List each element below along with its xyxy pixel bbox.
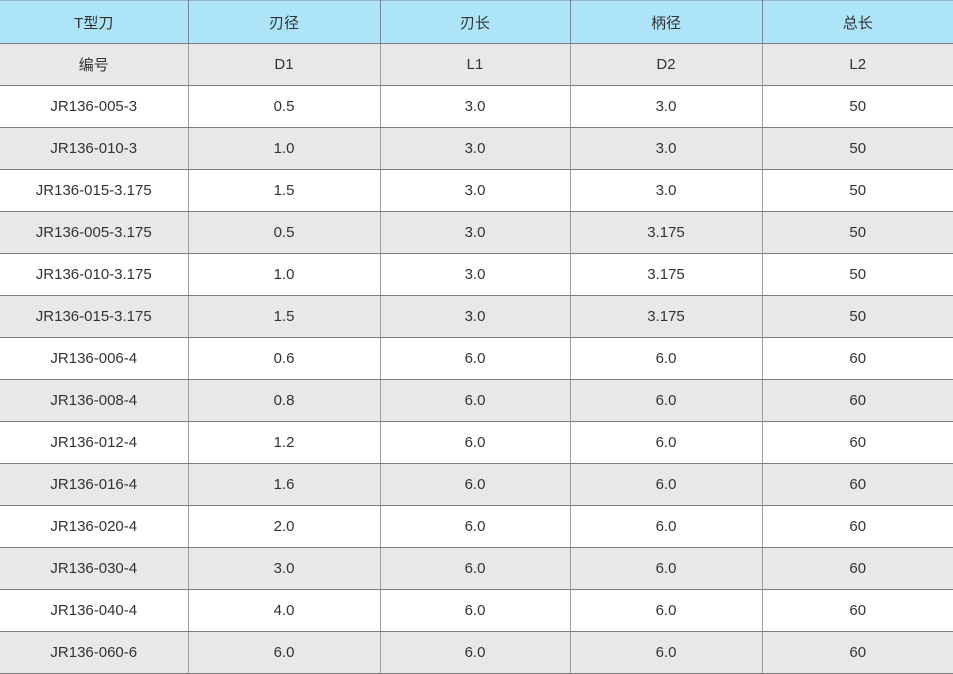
value-cell: 4.0 [188,589,381,632]
value-cell: 3.0 [380,127,571,170]
value-cell: 60 [762,589,953,632]
column-header-shank-diameter: 柄径 [570,0,763,44]
value-cell: 1.5 [188,295,381,338]
table-row: JR136-015-3.175 1.5 3.0 3.0 50 [0,169,953,212]
value-cell: 6.0 [570,337,763,380]
value-cell: 50 [762,253,953,296]
part-number-cell: JR136-012-4 [0,421,189,464]
value-cell: 50 [762,295,953,338]
value-cell: 3.0 [380,85,571,128]
value-cell: 6.0 [380,547,571,590]
table-row: JR136-020-4 2.0 6.0 6.0 60 [0,505,953,548]
part-number-cell: JR136-020-4 [0,505,189,548]
table-row: JR136-015-3.175 1.5 3.0 3.175 50 [0,295,953,338]
table-row: JR136-006-4 0.6 6.0 6.0 60 [0,337,953,380]
part-number-cell: JR136-006-4 [0,337,189,380]
part-number-cell: JR136-010-3.175 [0,253,189,296]
value-cell: 6.0 [188,631,381,674]
table-row: JR136-016-4 1.6 6.0 6.0 60 [0,463,953,506]
value-cell: 6.0 [380,505,571,548]
part-number-cell: JR136-005-3 [0,85,189,128]
value-cell: 3.0 [570,169,763,212]
value-cell: 6.0 [570,421,763,464]
value-cell: 1.0 [188,253,381,296]
value-cell: 6.0 [570,589,763,632]
value-cell: 3.0 [188,547,381,590]
value-cell: 6.0 [380,421,571,464]
part-number-cell: JR136-060-6 [0,631,189,674]
value-cell: 60 [762,631,953,674]
value-cell: 0.6 [188,337,381,380]
header-sub-row: 编号 D1 L1 D2 L2 [0,43,953,86]
table-row: JR136-005-3 0.5 3.0 3.0 50 [0,85,953,128]
value-cell: 3.0 [570,127,763,170]
value-cell: 1.0 [188,127,381,170]
value-cell: 1.5 [188,169,381,212]
value-cell: 60 [762,421,953,464]
value-cell: 6.0 [380,631,571,674]
value-cell: 3.0 [380,169,571,212]
column-subheader-l2: L2 [762,43,953,86]
value-cell: 3.0 [380,295,571,338]
value-cell: 0.5 [188,211,381,254]
value-cell: 1.2 [188,421,381,464]
table-row: JR136-040-4 4.0 6.0 6.0 60 [0,589,953,632]
value-cell: 50 [762,169,953,212]
table-row: JR136-012-4 1.2 6.0 6.0 60 [0,421,953,464]
table-body: JR136-005-3 0.5 3.0 3.0 50 JR136-010-3 1.0 3.0 3… [0,85,953,674]
value-cell: 50 [762,85,953,128]
table-row: JR136-010-3 1.0 3.0 3.0 50 [0,127,953,170]
column-header-tool-type: T型刀 [0,0,189,44]
part-number-cell: JR136-016-4 [0,463,189,506]
value-cell: 3.175 [570,253,763,296]
value-cell: 6.0 [380,337,571,380]
value-cell: 3.0 [380,253,571,296]
table-row: JR136-008-4 0.8 6.0 6.0 60 [0,379,953,422]
value-cell: 0.8 [188,379,381,422]
part-number-cell: JR136-008-4 [0,379,189,422]
value-cell: 3.0 [380,211,571,254]
table-row: JR136-060-6 6.0 6.0 6.0 60 [0,631,953,674]
value-cell: 60 [762,505,953,548]
value-cell: 60 [762,463,953,506]
value-cell: 60 [762,379,953,422]
value-cell: 50 [762,127,953,170]
value-cell: 1.6 [188,463,381,506]
value-cell: 6.0 [570,631,763,674]
part-number-cell: JR136-015-3.175 [0,169,189,212]
column-header-blade-length: 刃长 [380,0,571,44]
part-number-cell: JR136-010-3 [0,127,189,170]
column-subheader-d1: D1 [188,43,381,86]
value-cell: 6.0 [380,589,571,632]
table-row: JR136-005-3.175 0.5 3.0 3.175 50 [0,211,953,254]
table-header: T型刀 刃径 刃长 柄径 总长 编号 D1 L1 D2 L2 [0,0,953,86]
header-group-row: T型刀 刃径 刃长 柄径 总长 [0,0,953,44]
column-header-total-length: 总长 [762,0,953,44]
part-number-cell: JR136-040-4 [0,589,189,632]
value-cell: 6.0 [570,463,763,506]
value-cell: 60 [762,337,953,380]
value-cell: 2.0 [188,505,381,548]
value-cell: 6.0 [570,547,763,590]
column-subheader-part-number: 编号 [0,43,189,86]
column-subheader-l1: L1 [380,43,571,86]
value-cell: 6.0 [380,379,571,422]
table-row: JR136-010-3.175 1.0 3.0 3.175 50 [0,253,953,296]
value-cell: 60 [762,547,953,590]
part-number-cell: JR136-030-4 [0,547,189,590]
value-cell: 6.0 [570,379,763,422]
value-cell: 50 [762,211,953,254]
part-number-cell: JR136-015-3.175 [0,295,189,338]
table-row: JR136-030-4 3.0 6.0 6.0 60 [0,547,953,590]
value-cell: 3.175 [570,295,763,338]
column-subheader-d2: D2 [570,43,763,86]
value-cell: 6.0 [380,463,571,506]
value-cell: 3.175 [570,211,763,254]
value-cell: 0.5 [188,85,381,128]
part-number-cell: JR136-005-3.175 [0,211,189,254]
column-header-blade-diameter: 刃径 [188,0,381,44]
value-cell: 3.0 [570,85,763,128]
value-cell: 6.0 [570,505,763,548]
